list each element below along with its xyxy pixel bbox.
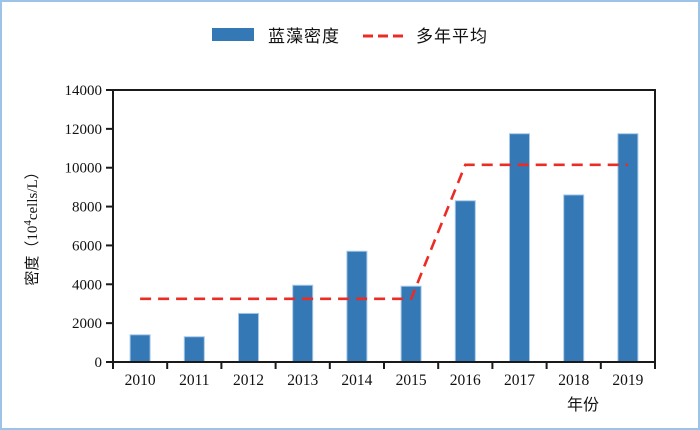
legend-label-bar-series: 蓝藻密度 (268, 27, 340, 46)
bar-2013 (292, 284, 314, 363)
y-tick-label: 0 (95, 355, 103, 371)
x-tick-label: 2018 (558, 372, 589, 389)
y-tick-label: 12000 (65, 122, 103, 138)
y-axis-title: 密度（104cells/L） (22, 164, 41, 285)
legend-swatch-bar (212, 28, 254, 41)
x-tick-label: 2014 (341, 372, 372, 389)
x-tick-label: 2012 (233, 372, 264, 389)
bar-2014 (346, 250, 368, 363)
y-tick-label: 6000 (72, 238, 102, 254)
bar-2012 (238, 312, 259, 363)
legend-swatch-dashed-line (362, 25, 408, 45)
legend: 蓝藻密度 多年平均 (2, 22, 698, 47)
x-tick-label: 2019 (612, 372, 643, 389)
x-tick-label: 2015 (396, 372, 427, 389)
x-tick-label: 2016 (450, 372, 481, 389)
bar-2010 (129, 334, 151, 363)
dashed-line-icon (363, 34, 407, 37)
bar-2017 (509, 133, 530, 363)
x-tick-label: 2010 (125, 372, 156, 389)
bar-2016 (454, 200, 476, 363)
x-axis-title: 年份 (567, 396, 599, 414)
y-tick-label: 2000 (72, 316, 102, 332)
y-tick-label: 4000 (72, 277, 102, 293)
x-tick-label: 2017 (504, 372, 535, 389)
x-tick-label: 2011 (179, 372, 209, 389)
bar-2018 (563, 194, 585, 363)
x-tick-label: 2013 (287, 372, 318, 389)
y-tick-label: 10000 (65, 161, 103, 177)
bar-2011 (183, 336, 205, 363)
y-tick-label: 14000 (65, 83, 103, 99)
average-line (140, 163, 628, 301)
y-tick-label: 8000 (72, 200, 102, 216)
legend-label-line-series: 多年平均 (416, 27, 488, 46)
bar-2019 (617, 133, 639, 363)
